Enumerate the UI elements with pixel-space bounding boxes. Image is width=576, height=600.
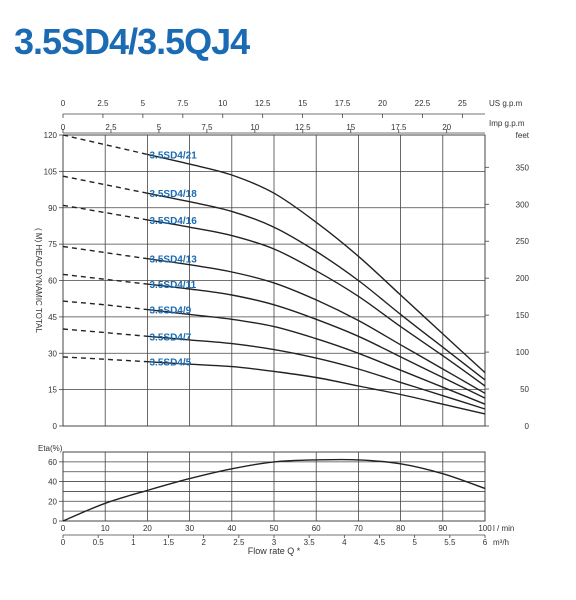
m3h-tick-label: 6 (483, 538, 488, 547)
feet-unit-label: feet (516, 131, 530, 140)
flow-rate-axis-title: Flow rate Q * (248, 546, 301, 556)
axis-labels: US g.p.m Imp g.p.m ( M) HEAD DYNAMIC TOTAL… (34, 99, 530, 556)
efficiency-curve (62, 458, 486, 522)
eta-plot-frame (62, 451, 486, 522)
curve-dashed-3.5SD4/21 (62, 134, 148, 156)
m3h-tick-label: 5 (412, 538, 417, 547)
m3h-tick-label: 2.5 (233, 538, 245, 547)
lpm-unit-label: l / min (493, 524, 514, 533)
imp-gpm-tick-label: 2.5 (105, 123, 117, 132)
curve-label: 3.5SD4/18 (150, 189, 198, 200)
imp-gpm-tick-label: 12.5 (295, 123, 311, 132)
m3h-tick-label: 3.5 (304, 538, 316, 547)
curve-3.5SD4/18 (147, 192, 486, 381)
imp-gpm-tick-label: 20 (442, 123, 451, 132)
head-ft-tick-label: 200 (516, 274, 530, 283)
curve-label: 3.5SD4/21 (150, 150, 198, 161)
head-m-tick-label: 45 (48, 313, 57, 322)
head-m-tick-label: 75 (48, 240, 57, 249)
us-gpm-tick-label: 10 (218, 99, 227, 108)
head-ft-tick-label: 250 (516, 237, 530, 246)
lpm-tick-label: 100 (478, 524, 492, 533)
page-title: 3.5SD4/3.5QJ4 (14, 21, 250, 62)
us-gpm-tick-label: 17.5 (335, 99, 351, 108)
us-gpm-tick-label: 2.5 (97, 99, 109, 108)
curves (62, 134, 486, 522)
curve-3.5SD4/16 (147, 219, 486, 387)
imp-gpm-tick-label: 7.5 (201, 123, 213, 132)
head-m-tick-label: 90 (48, 204, 57, 213)
m3h-tick-label: 0.5 (93, 538, 105, 547)
imp-gpm-tick-label: 5 (157, 123, 162, 132)
curve-label: 3.5SD4/5 (150, 358, 192, 369)
m3h-tick-label: 3 (272, 538, 277, 547)
lpm-tick-label: 40 (227, 524, 236, 533)
us-gpm-tick-label: 22.5 (415, 99, 431, 108)
m3h-tick-label: 5.5 (444, 538, 456, 547)
curve-3.5SD4/13 (147, 258, 486, 394)
lpm-tick-label: 10 (101, 524, 110, 533)
head-ft-tick-label: 350 (516, 163, 530, 172)
lpm-tick-label: 50 (270, 524, 279, 533)
curve-3.5SD4/9 (147, 308, 486, 405)
head-ft-tick-label: 0 (525, 422, 530, 431)
eta-tick-label: 40 (48, 478, 57, 487)
curve-3.5SD4/7 (147, 335, 486, 410)
head-m-tick-label: 120 (44, 131, 58, 140)
m3h-tick-label: 2 (201, 538, 206, 547)
head-m-tick-label: 60 (48, 277, 57, 286)
lpm-tick-label: 60 (312, 524, 321, 533)
eta-tick-label: 0 (53, 517, 58, 526)
curve-label: 3.5SD4/9 (150, 306, 192, 317)
lpm-tick-label: 30 (185, 524, 194, 533)
m3h-unit-label: m³/h (493, 538, 509, 547)
imp-gpm-tick-label: 0 (61, 123, 66, 132)
m3h-tick-label: 0 (61, 538, 66, 547)
us-gpm-tick-label: 12.5 (255, 99, 271, 108)
imp-gpm-tick-label: 10 (250, 123, 259, 132)
lpm-tick-label: 0 (61, 524, 66, 533)
imp-gpm-tick-label: 15 (346, 123, 355, 132)
us-gpm-tick-label: 0 (61, 99, 66, 108)
curve-label: 3.5SD4/16 (150, 216, 198, 227)
us-gpm-unit-label: US g.p.m (489, 99, 523, 108)
us-gpm-tick-label: 5 (141, 99, 146, 108)
head-ft-tick-label: 50 (520, 385, 529, 394)
m3h-tick-label: 1 (131, 538, 136, 547)
lpm-tick-label: 90 (438, 524, 447, 533)
curve-3.5SD4/11 (147, 283, 486, 399)
curve-label: 3.5SD4/7 (150, 332, 192, 343)
head-axis-title: ( M) HEAD DYNAMIC TOTAL (34, 228, 43, 333)
head-ft-tick-label: 150 (516, 311, 530, 320)
curve-3.5SD4/21 (147, 153, 486, 374)
m3h-tick-label: 1.5 (163, 538, 175, 547)
m3h-tick-label: 4.5 (374, 538, 386, 547)
lpm-tick-label: 20 (143, 524, 152, 533)
curve-3.5SD4/5 (147, 361, 486, 415)
us-gpm-tick-label: 7.5 (177, 99, 189, 108)
tick-labels: 0 2.5 5 7.5 10 12.5 15 17.5 20 22.5 250 2.5 5 7.5 10 12… (44, 99, 530, 547)
imp-gpm-tick-label: 17.5 (391, 123, 407, 132)
us-gpm-tick-label: 20 (378, 99, 387, 108)
us-gpm-tick-label: 15 (298, 99, 307, 108)
head-m-tick-label: 105 (44, 167, 58, 176)
eta-tick-label: 60 (48, 458, 57, 467)
head-m-tick-label: 30 (48, 349, 57, 358)
curve-label: 3.5SD4/11 (150, 280, 197, 291)
imp-gpm-unit-label: Imp g.p.m (489, 119, 525, 128)
eta-tick-label: 20 (48, 497, 57, 506)
head-m-tick-label: 15 (48, 386, 57, 395)
lpm-tick-label: 80 (396, 524, 405, 533)
head-m-tick-label: 0 (53, 422, 58, 431)
eta-axis-title: Eta(%) (38, 444, 63, 453)
curve-label: 3.5SD4/13 (150, 255, 198, 266)
head-ft-tick-label: 100 (516, 348, 530, 357)
us-gpm-tick-label: 25 (458, 99, 467, 108)
head-ft-tick-label: 300 (516, 200, 530, 209)
lpm-tick-label: 70 (354, 524, 363, 533)
m3h-tick-label: 4 (342, 538, 347, 547)
